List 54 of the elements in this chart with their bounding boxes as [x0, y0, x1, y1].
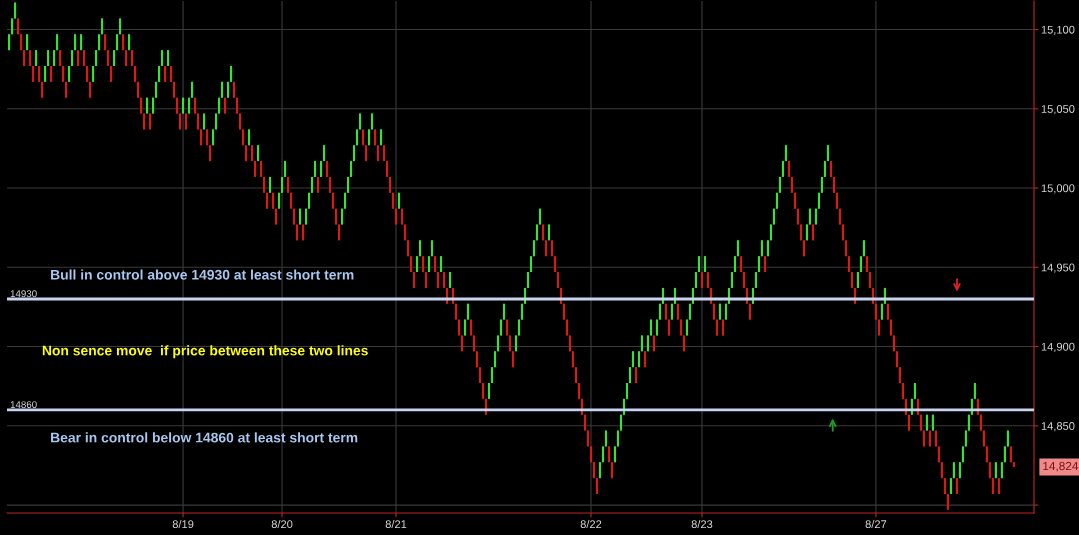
candlestick	[889, 319, 892, 337]
candlestick	[616, 430, 620, 447]
candlestick	[667, 319, 671, 337]
candlestick	[143, 112, 146, 130]
candlestick	[922, 430, 925, 447]
candlestick	[982, 430, 985, 447]
candlestick	[499, 319, 503, 337]
candlestick	[197, 112, 200, 130]
x-tick-label: 8/20	[271, 519, 293, 529]
candlestick	[149, 112, 152, 130]
y-tick-label: 15,000	[1041, 184, 1075, 194]
candlestick	[215, 112, 218, 130]
x-tick-label: 8/22	[580, 519, 602, 529]
text: 14,824	[1043, 461, 1079, 472]
annotation: Non sence move if price between these two lines	[42, 345, 368, 359]
candlestick	[179, 112, 182, 130]
candlestick	[721, 319, 725, 337]
candlestick	[679, 319, 683, 337]
candlestick	[239, 112, 242, 130]
y-tick-label: 14,850	[1041, 422, 1075, 432]
candlestick	[877, 319, 880, 337]
candlestick	[517, 319, 521, 337]
ref-line-label: 14860	[10, 401, 37, 409]
candlestick	[1006, 430, 1009, 447]
candlestick	[565, 319, 569, 337]
y-tick-label: 15,100	[1041, 25, 1075, 35]
candlestick	[358, 112, 362, 130]
candlestick	[370, 112, 374, 130]
candlestick	[604, 430, 608, 447]
x-tick-label: 8/21	[385, 519, 407, 529]
x-tick-label: 8/27	[865, 519, 887, 529]
ref-line-label: 14930	[10, 290, 37, 298]
candlestick	[964, 430, 967, 447]
candlestick	[649, 319, 653, 337]
candlestick	[505, 319, 509, 337]
y-tick-label: 14,950	[1041, 263, 1075, 273]
candlestick	[655, 319, 659, 337]
candlestick	[185, 112, 188, 130]
candlestick	[715, 319, 719, 337]
y-tick-label: 15,050	[1041, 105, 1075, 115]
candlestick	[928, 430, 931, 447]
candlestick	[14, 2, 17, 19]
candlestick	[934, 430, 937, 447]
candlestick	[463, 319, 467, 337]
candlestick	[586, 430, 590, 447]
annotation: Bull in control above 14930 at least short term	[51, 269, 354, 280]
candlestick	[457, 319, 461, 337]
candlestick	[685, 319, 689, 337]
candlestick	[203, 112, 206, 130]
y-tick-label: 14,900	[1041, 342, 1075, 353]
annotation: Bear in control below 14860 at least short term	[51, 432, 358, 443]
x-tick-label: 8/19	[172, 519, 194, 529]
x-tick-label: 8/23	[691, 519, 713, 529]
candlestick	[469, 319, 473, 337]
